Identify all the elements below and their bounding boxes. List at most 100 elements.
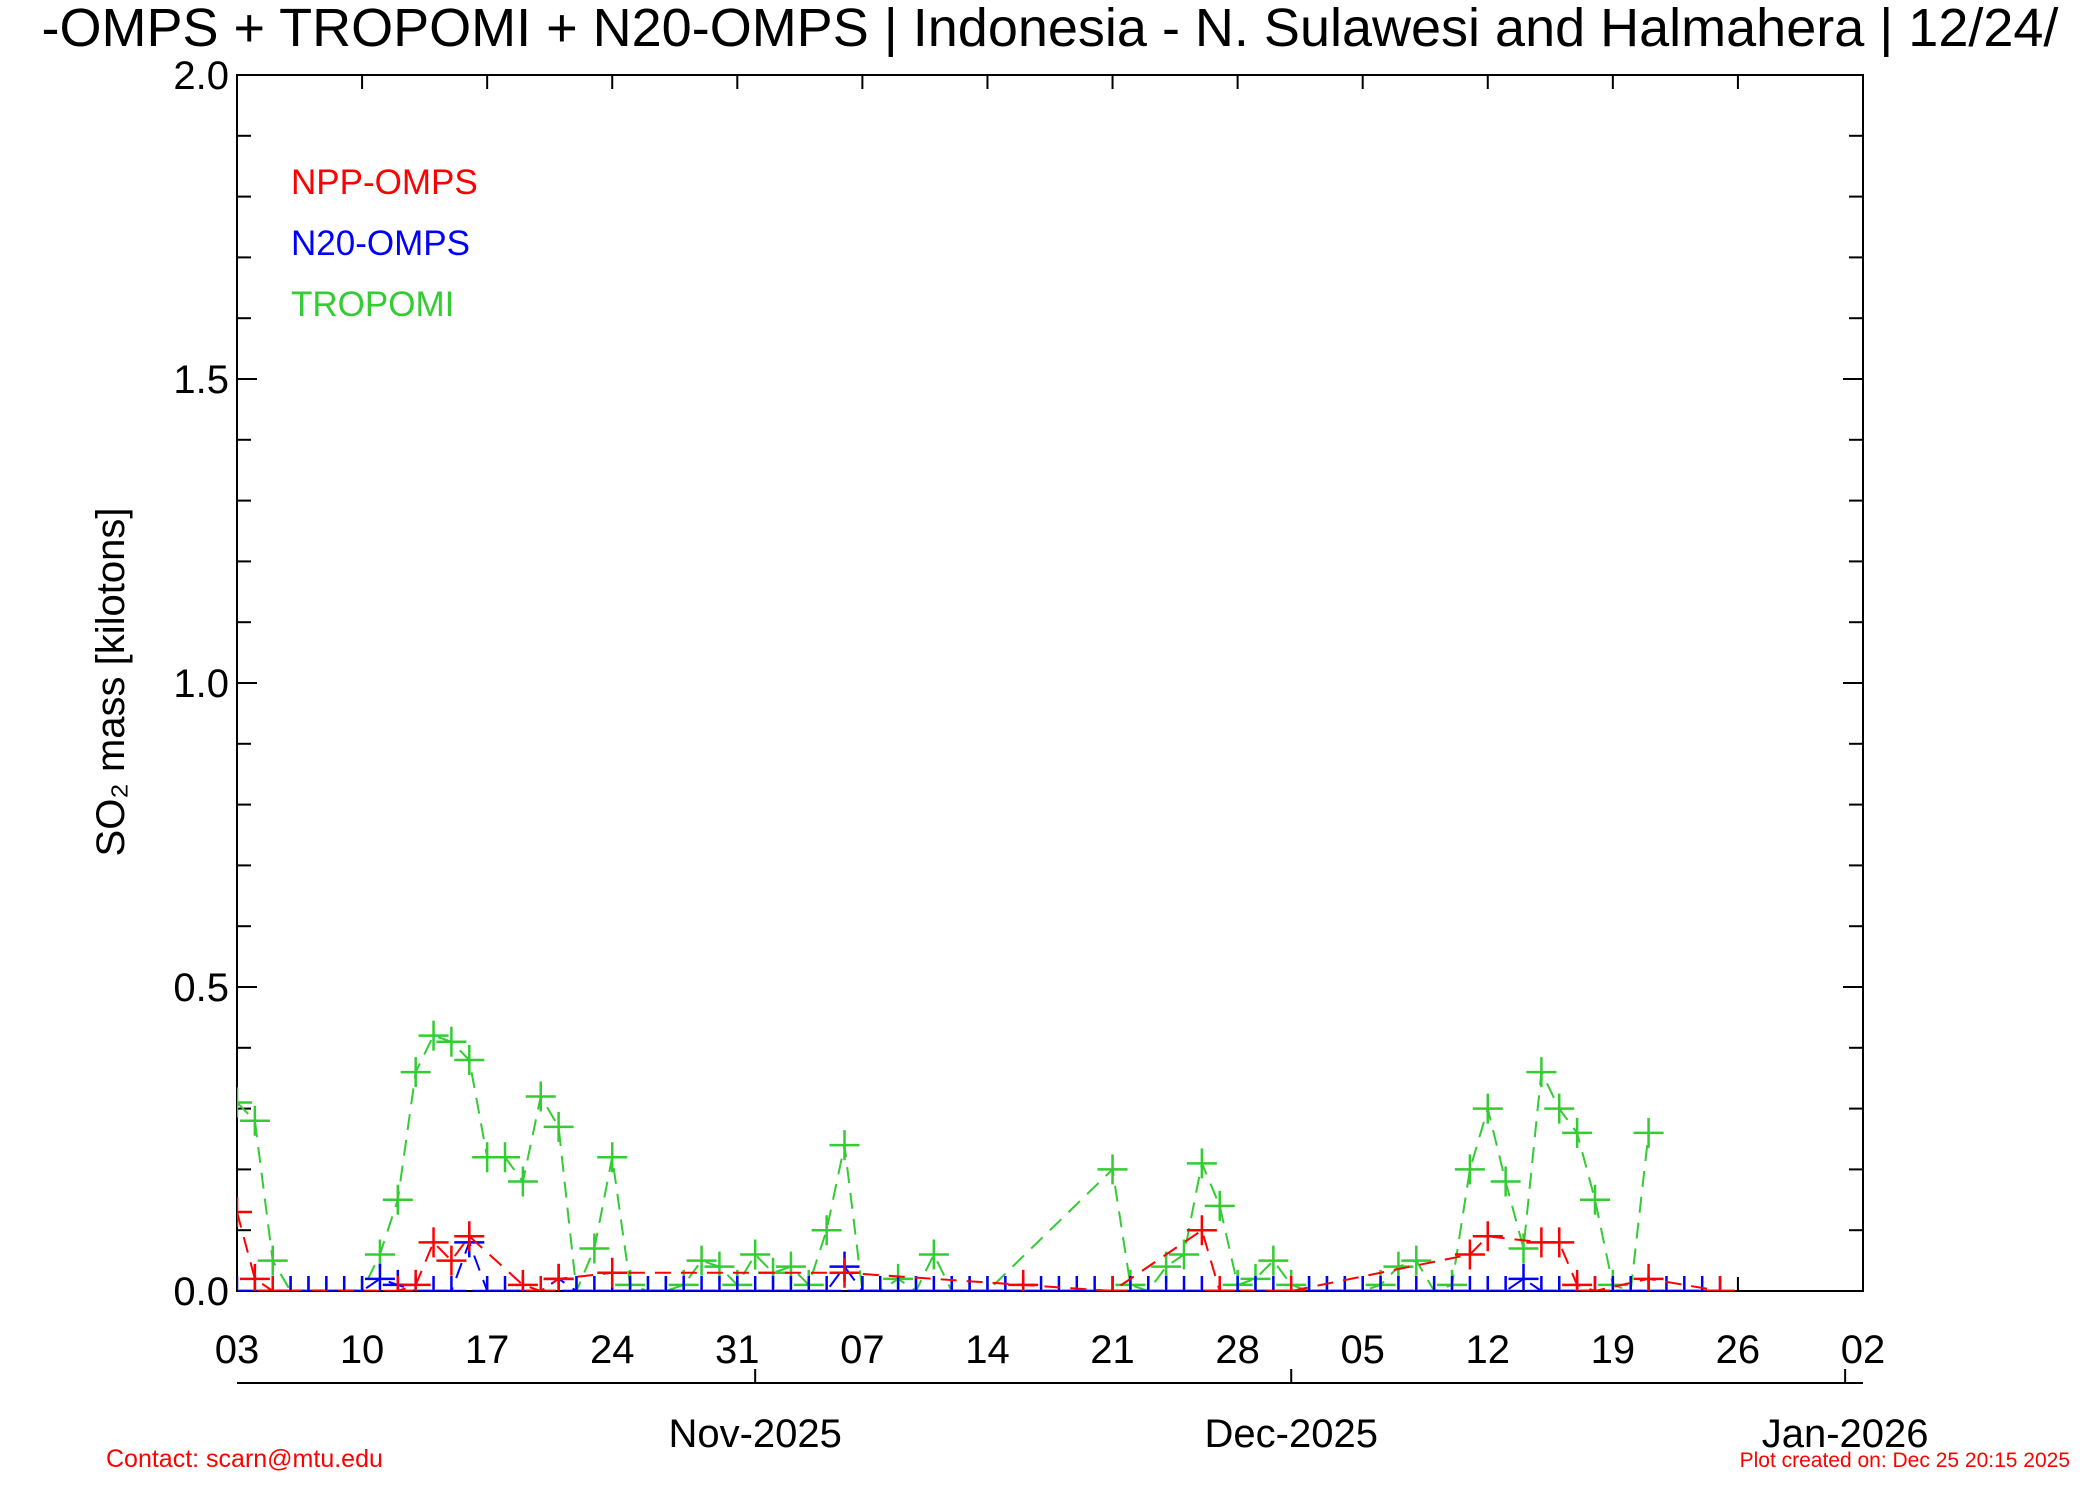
data-point	[1454, 1154, 1485, 1185]
data-point	[1258, 1245, 1289, 1276]
data-point	[400, 1057, 431, 1088]
data-point	[543, 1263, 574, 1291]
data-point	[775, 1276, 806, 1291]
data-point	[1401, 1245, 1432, 1276]
data-point	[1133, 1276, 1164, 1291]
data-point	[1490, 1276, 1521, 1291]
data-point	[454, 1221, 485, 1252]
data-point	[615, 1276, 646, 1291]
data-point	[1490, 1166, 1521, 1197]
data-point	[722, 1276, 753, 1291]
data-point	[1026, 1276, 1057, 1291]
data-point	[1472, 1221, 1503, 1252]
legend-entry: N20-OMPS	[291, 224, 470, 263]
data-point	[668, 1276, 699, 1291]
data-point	[632, 1276, 663, 1291]
data-point	[329, 1276, 360, 1291]
y-tick-label: 1.5	[173, 358, 229, 402]
data-point	[237, 1196, 252, 1227]
data-point	[811, 1215, 842, 1246]
data-point	[990, 1276, 1021, 1291]
data-point	[1115, 1276, 1146, 1291]
x-tick-label: 10	[340, 1328, 385, 1372]
data-point	[1508, 1263, 1539, 1291]
data-point	[1383, 1276, 1414, 1291]
data-point	[1579, 1184, 1610, 1215]
data-point	[1544, 1276, 1575, 1291]
x-tick-label: 07	[840, 1328, 885, 1372]
data-point	[1508, 1233, 1539, 1264]
data-point	[1043, 1276, 1074, 1291]
data-point	[382, 1276, 413, 1291]
data-point	[257, 1276, 288, 1291]
x-tick-label: 17	[465, 1328, 510, 1372]
data-point	[1169, 1276, 1200, 1291]
data-point	[364, 1263, 395, 1291]
y-tick-label: 1.0	[173, 662, 229, 706]
data-point	[579, 1276, 610, 1291]
data-point	[1526, 1057, 1557, 1088]
data-point	[490, 1142, 521, 1173]
x-tick-label: 03	[215, 1328, 260, 1372]
data-point	[418, 1227, 449, 1258]
data-point	[257, 1245, 288, 1276]
legend-entry: NPP-OMPS	[291, 163, 478, 202]
data-point	[436, 1276, 467, 1291]
series-line	[237, 1239, 1721, 1291]
data-point	[525, 1276, 556, 1291]
data-point	[1186, 1276, 1217, 1291]
data-point	[1151, 1276, 1182, 1291]
data-point	[454, 1044, 485, 1075]
data-point	[918, 1239, 949, 1270]
y-tick-label: 0.5	[173, 966, 229, 1010]
x-tick-label: 21	[1090, 1328, 1135, 1372]
data-point	[490, 1276, 521, 1291]
data-point	[758, 1276, 789, 1291]
data-point	[239, 1263, 270, 1291]
chart-title: -OMPS + TROPOMI + N20-OMPS | Indonesia -…	[42, 0, 2059, 58]
data-point	[1008, 1269, 1039, 1291]
data-point	[507, 1269, 538, 1291]
data-point	[400, 1269, 431, 1291]
data-point	[1240, 1276, 1271, 1291]
data-point	[293, 1276, 324, 1291]
data-point	[472, 1276, 503, 1291]
data-point	[1419, 1276, 1450, 1291]
data-point	[1615, 1276, 1646, 1291]
data-point	[829, 1130, 860, 1161]
data-point	[811, 1276, 842, 1291]
data-point	[1597, 1276, 1628, 1291]
data-point	[1579, 1276, 1610, 1291]
data-point	[1079, 1276, 1110, 1291]
data-point	[1526, 1276, 1557, 1291]
data-point	[1562, 1117, 1593, 1148]
data-point	[1294, 1276, 1325, 1291]
data-point	[561, 1276, 592, 1291]
data-point	[597, 1257, 628, 1288]
data-point	[1544, 1093, 1575, 1124]
y-tick-label: 0.0	[173, 1270, 229, 1314]
data-point	[1204, 1276, 1235, 1291]
data-point	[686, 1276, 717, 1291]
data-point	[1097, 1276, 1128, 1291]
data-point	[507, 1166, 538, 1197]
plot-area	[237, 1020, 1736, 1291]
data-point	[347, 1276, 378, 1291]
plot-frame	[236, 74, 1864, 1292]
x-tick-label: 19	[1591, 1328, 1636, 1372]
y-axis-label: SO₂ mass [kilotons]	[89, 508, 133, 857]
x-tick-label: 02	[1841, 1328, 1886, 1372]
data-point	[1472, 1093, 1503, 1124]
data-point	[900, 1276, 931, 1291]
data-point	[1633, 1117, 1664, 1148]
x-tick-label: 12	[1466, 1328, 1511, 1372]
x-tick-label: 31	[715, 1328, 760, 1372]
data-point	[543, 1111, 574, 1142]
data-point	[740, 1239, 771, 1270]
month-label: Nov-2025	[668, 1412, 841, 1456]
data-point	[1222, 1276, 1253, 1291]
series-line	[237, 1034, 1650, 1291]
data-point	[436, 1026, 467, 1057]
